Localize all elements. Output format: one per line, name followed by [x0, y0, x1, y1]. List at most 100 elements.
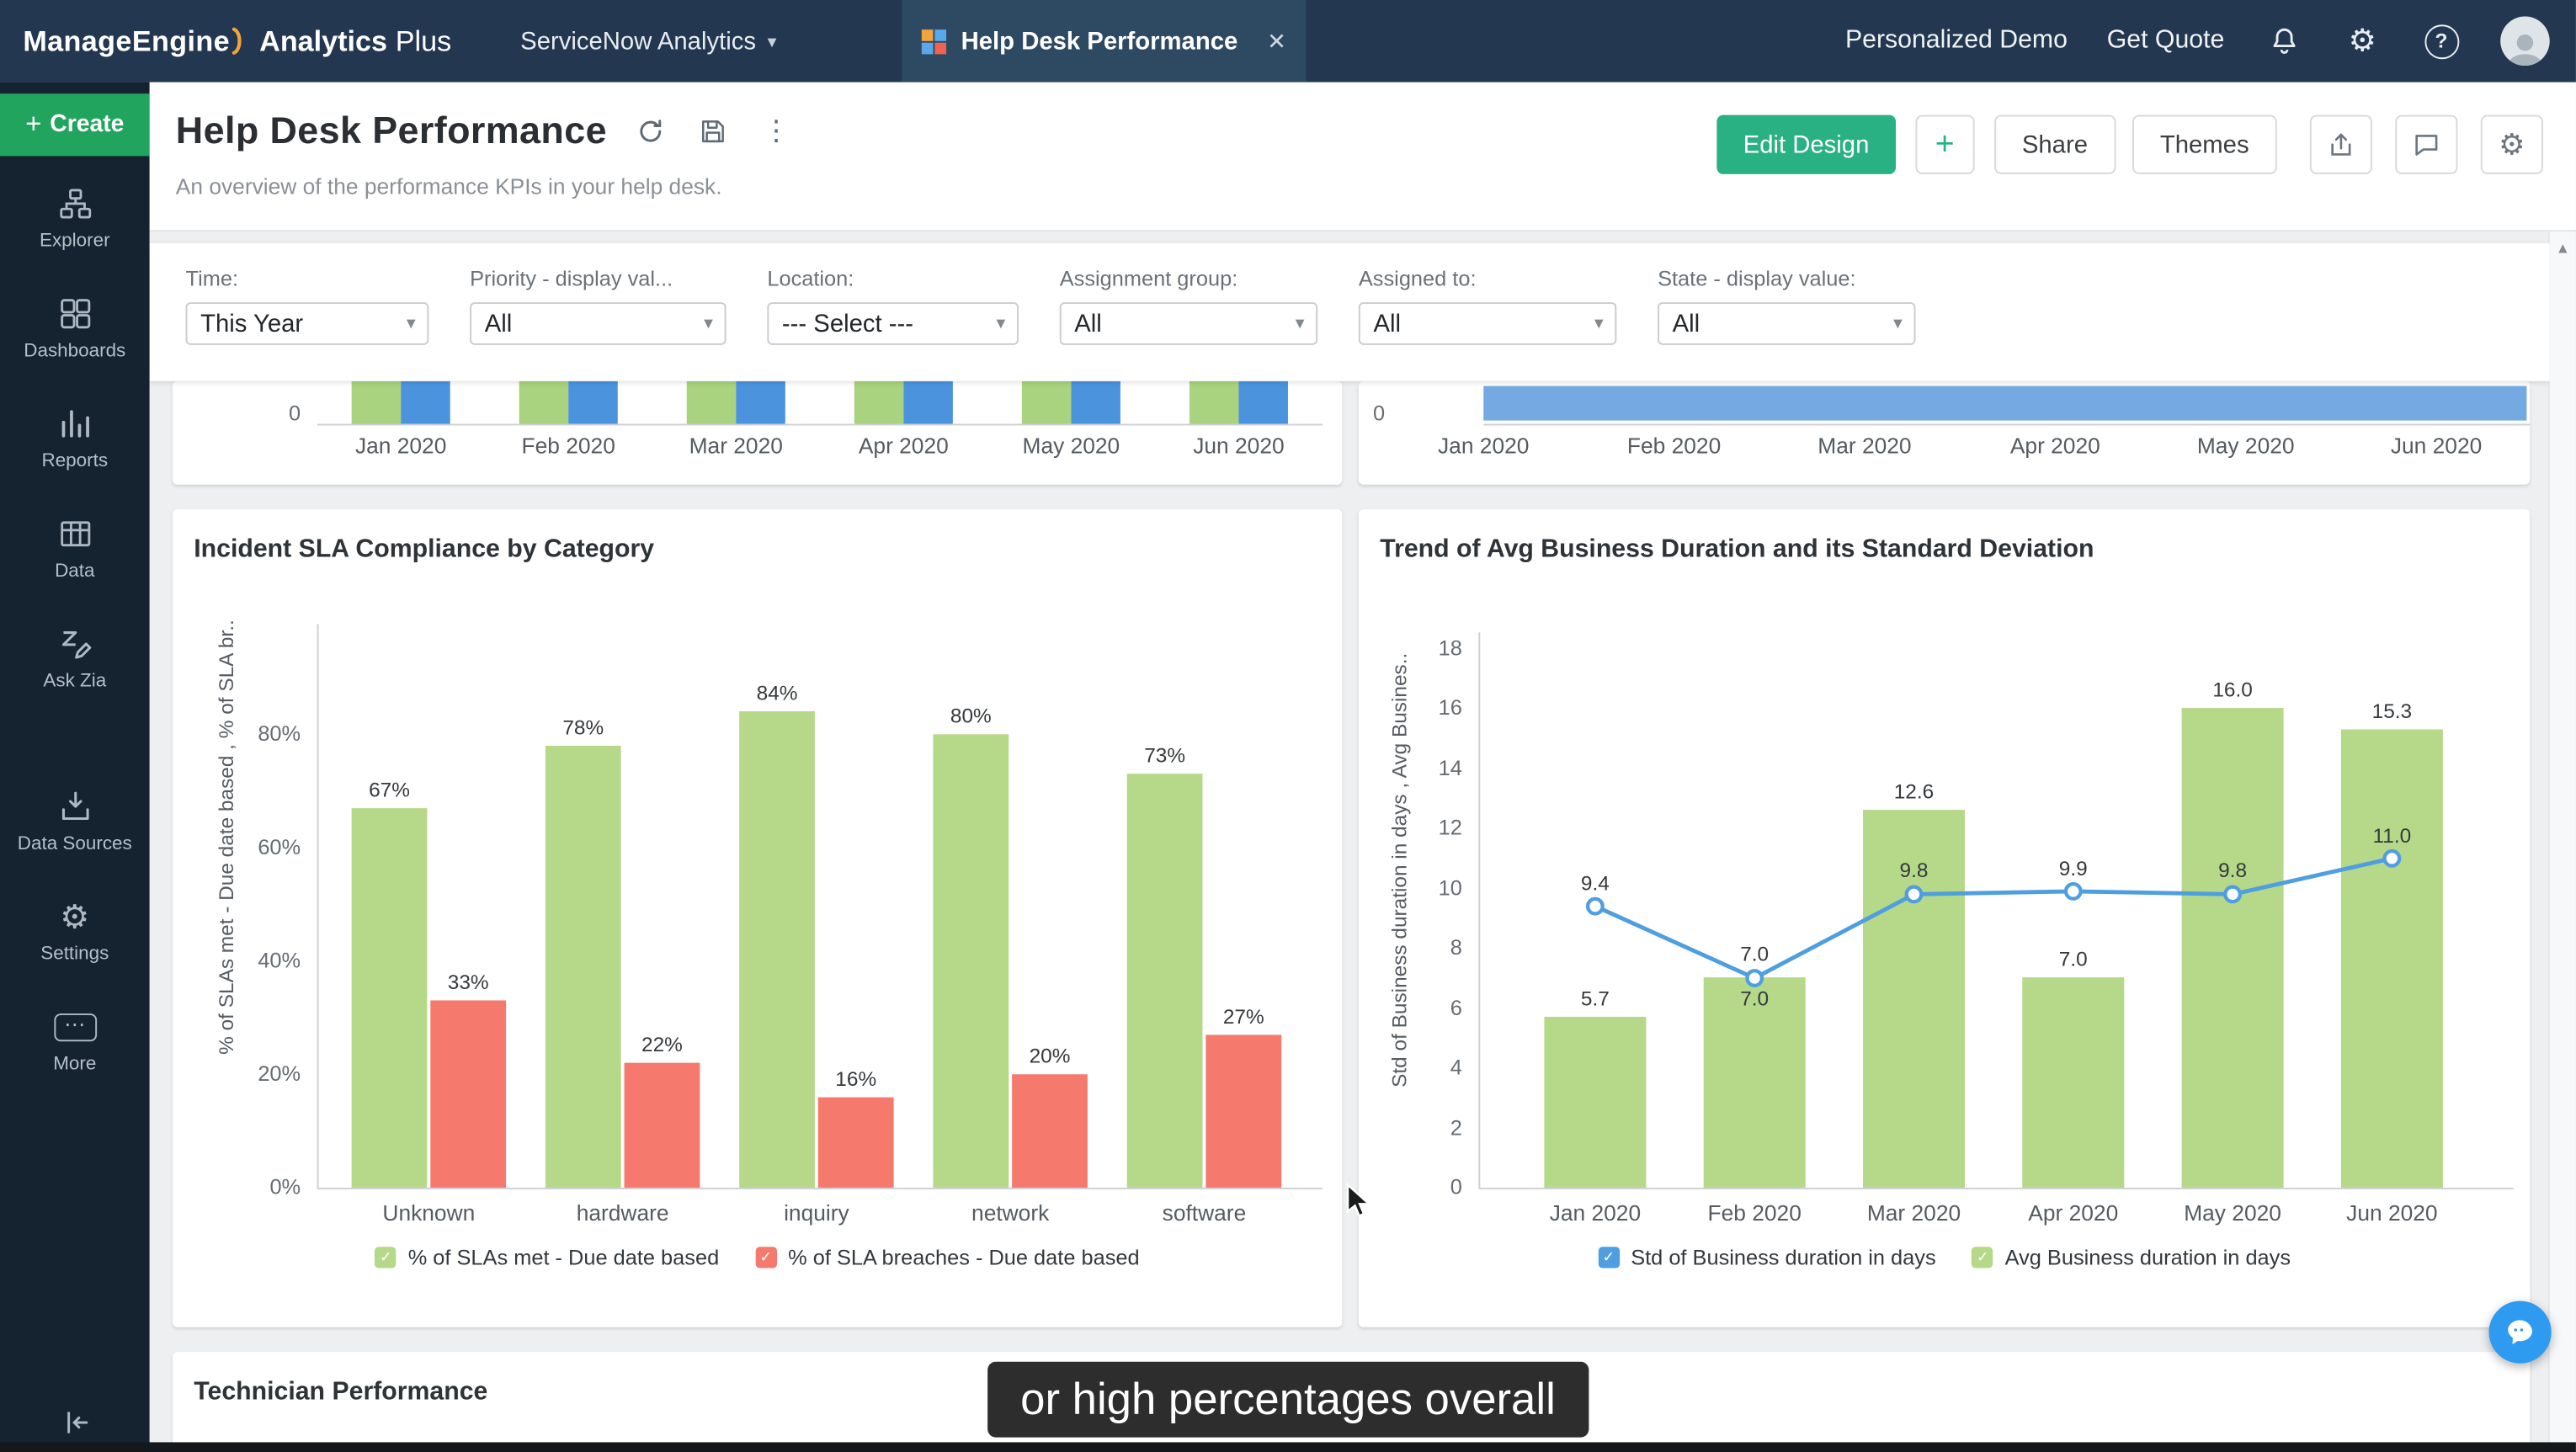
vertical-scrollbar[interactable]: ▲ — [2547, 230, 2576, 1452]
filter-select[interactable]: All ▾ — [1658, 302, 1916, 345]
line-point[interactable] — [2063, 881, 2083, 901]
bar[interactable] — [624, 1062, 700, 1188]
save-icon[interactable] — [695, 113, 732, 149]
sla-chart-card: Incident SLA Compliance by Category % of… — [172, 508, 1343, 1327]
filter-label: Priority - display val... — [470, 266, 673, 291]
bar[interactable] — [1483, 386, 2527, 421]
legend-checkbox: ✓ — [1598, 1247, 1620, 1269]
filter-value: --- Select --- — [781, 309, 914, 338]
bar[interactable] — [401, 380, 450, 424]
bar[interactable] — [545, 745, 621, 1188]
create-button[interactable]: + Create — [0, 93, 150, 157]
bar[interactable] — [1189, 380, 1239, 424]
x-axis-label: May 2020 — [2196, 433, 2295, 459]
themes-button[interactable]: Themes — [2132, 114, 2277, 174]
y-axis-tick: 14 — [1438, 755, 1462, 780]
bar[interactable] — [1544, 1017, 1647, 1188]
filter-value: All — [1672, 309, 1700, 338]
bar[interactable] — [933, 734, 1009, 1188]
y-axis-tick: 0% — [269, 1174, 301, 1199]
bar[interactable] — [1012, 1074, 1088, 1188]
filter-select[interactable]: All ▾ — [470, 302, 726, 345]
close-icon[interactable]: ✕ — [1267, 27, 1287, 54]
x-axis-line — [1483, 423, 2531, 426]
refresh-icon[interactable] — [633, 113, 669, 149]
bar[interactable] — [817, 1097, 894, 1188]
sidebar-item-data-sources[interactable]: Data Sources — [0, 789, 150, 854]
bar[interactable] — [903, 380, 953, 424]
x-axis-label: May 2020 — [2184, 1200, 2281, 1226]
collapse-sidebar-button[interactable] — [0, 1406, 150, 1439]
sidebar-item-data[interactable]: Data — [0, 516, 150, 582]
main-area: Help Desk Performance ⋮ An overview of t… — [149, 82, 2576, 1452]
avatar[interactable] — [2500, 16, 2550, 66]
bar[interactable] — [2022, 977, 2125, 1188]
page-subtitle: An overview of the performance KPIs in y… — [175, 173, 722, 199]
y-axis-tick: 40% — [258, 948, 301, 973]
sidebar-item-settings[interactable]: ⚙ Settings — [0, 898, 150, 964]
more-options-kebab-icon[interactable]: ⋮ — [762, 114, 790, 146]
gear-icon[interactable]: ⚙ — [2348, 24, 2376, 59]
bar[interactable] — [686, 380, 737, 424]
bar[interactable] — [351, 807, 428, 1188]
filter-block-2: Location: --- Select --- ▾ — [767, 266, 1019, 381]
bar[interactable] — [430, 1000, 507, 1188]
sidebar-item-explorer[interactable]: Explorer — [0, 186, 150, 252]
bar[interactable] — [854, 380, 904, 424]
bar[interactable] — [1021, 380, 1072, 424]
x-axis-label: Jan 2020 — [1437, 433, 1530, 459]
get-quote-link[interactable]: Get Quote — [2106, 26, 2225, 55]
filter-label: Assigned to: — [1358, 266, 1477, 291]
share-button[interactable]: Share — [1993, 114, 2116, 174]
bar[interactable] — [1071, 380, 1120, 424]
bar[interactable] — [519, 380, 569, 424]
bar[interactable] — [736, 380, 785, 424]
y-axis-tick: 6 — [1450, 994, 1462, 1020]
sidebar-item-label: More — [53, 1054, 97, 1075]
add-button[interactable]: + — [1915, 114, 1975, 174]
sidebar-item-reports[interactable]: Reports — [0, 406, 150, 471]
bar[interactable] — [2181, 708, 2284, 1188]
bar[interactable] — [1126, 774, 1203, 1188]
x-axis-label: Apr 2020 — [858, 433, 949, 459]
tab-help-desk-performance[interactable]: Help Desk Performance ✕ — [902, 0, 1307, 82]
notifications-bell-icon[interactable] — [2264, 21, 2303, 61]
x-axis-label: Jun 2020 — [2390, 433, 2483, 459]
filter-select[interactable]: --- Select --- ▾ — [767, 302, 1019, 345]
chevron-down-icon: ▾ — [1295, 313, 1305, 334]
sidebar-item-more[interactable]: ⋯ More — [0, 1008, 150, 1074]
x-axis-label: Jun 2020 — [2346, 1200, 2438, 1226]
dashboard-settings-button[interactable]: ⚙ — [2480, 114, 2543, 174]
comments-button[interactable] — [2395, 114, 2458, 174]
chat-assistant-button[interactable] — [2488, 1300, 2552, 1364]
filter-select[interactable]: All ▾ — [1059, 302, 1318, 345]
legend-item[interactable]: ✓ Avg Business duration in days — [1972, 1245, 2291, 1270]
export-icon — [2331, 133, 2351, 156]
line-point[interactable] — [1585, 896, 1605, 916]
export-button[interactable] — [2309, 114, 2372, 174]
bar[interactable] — [1238, 380, 1288, 424]
bar[interactable] — [568, 380, 618, 424]
scroll-up-arrow[interactable]: ▲ — [2555, 239, 2571, 257]
personalized-demo-link[interactable]: Personalized Demo — [1844, 26, 2068, 55]
filter-block-4: Assigned to: All ▾ — [1358, 266, 1617, 381]
legend-checkbox: ✓ — [755, 1247, 777, 1269]
legend-label: % of SLAs met - Due date based — [407, 1245, 720, 1270]
legend-item[interactable]: ✓ Std of Business duration in days — [1598, 1245, 1936, 1270]
sidebar: + Create Explorer Dashboards Reports Data As… — [0, 82, 150, 1452]
bar[interactable] — [2340, 729, 2443, 1188]
edit-design-button[interactable]: Edit Design — [1716, 114, 1896, 174]
bar[interactable] — [351, 380, 402, 424]
legend-item[interactable]: ✓ % of SLA breaches - Due date based — [755, 1245, 1140, 1270]
bar[interactable] — [739, 711, 815, 1188]
workspace-selector[interactable]: ServiceNow Analytics ▾ — [520, 27, 776, 55]
sidebar-item-ask-zia[interactable]: Ask Zia — [0, 626, 150, 692]
filter-select[interactable]: This Year ▾ — [185, 302, 429, 345]
help-icon[interactable]: ? — [2422, 21, 2462, 61]
sidebar-item-dashboards[interactable]: Dashboards — [0, 295, 150, 361]
bar[interactable] — [1703, 977, 1806, 1188]
bar[interactable] — [1206, 1034, 1282, 1188]
sidebar-item-label: Reports — [41, 451, 109, 472]
filter-select[interactable]: All ▾ — [1358, 302, 1617, 345]
legend-item[interactable]: ✓ % of SLAs met - Due date based — [375, 1245, 720, 1270]
